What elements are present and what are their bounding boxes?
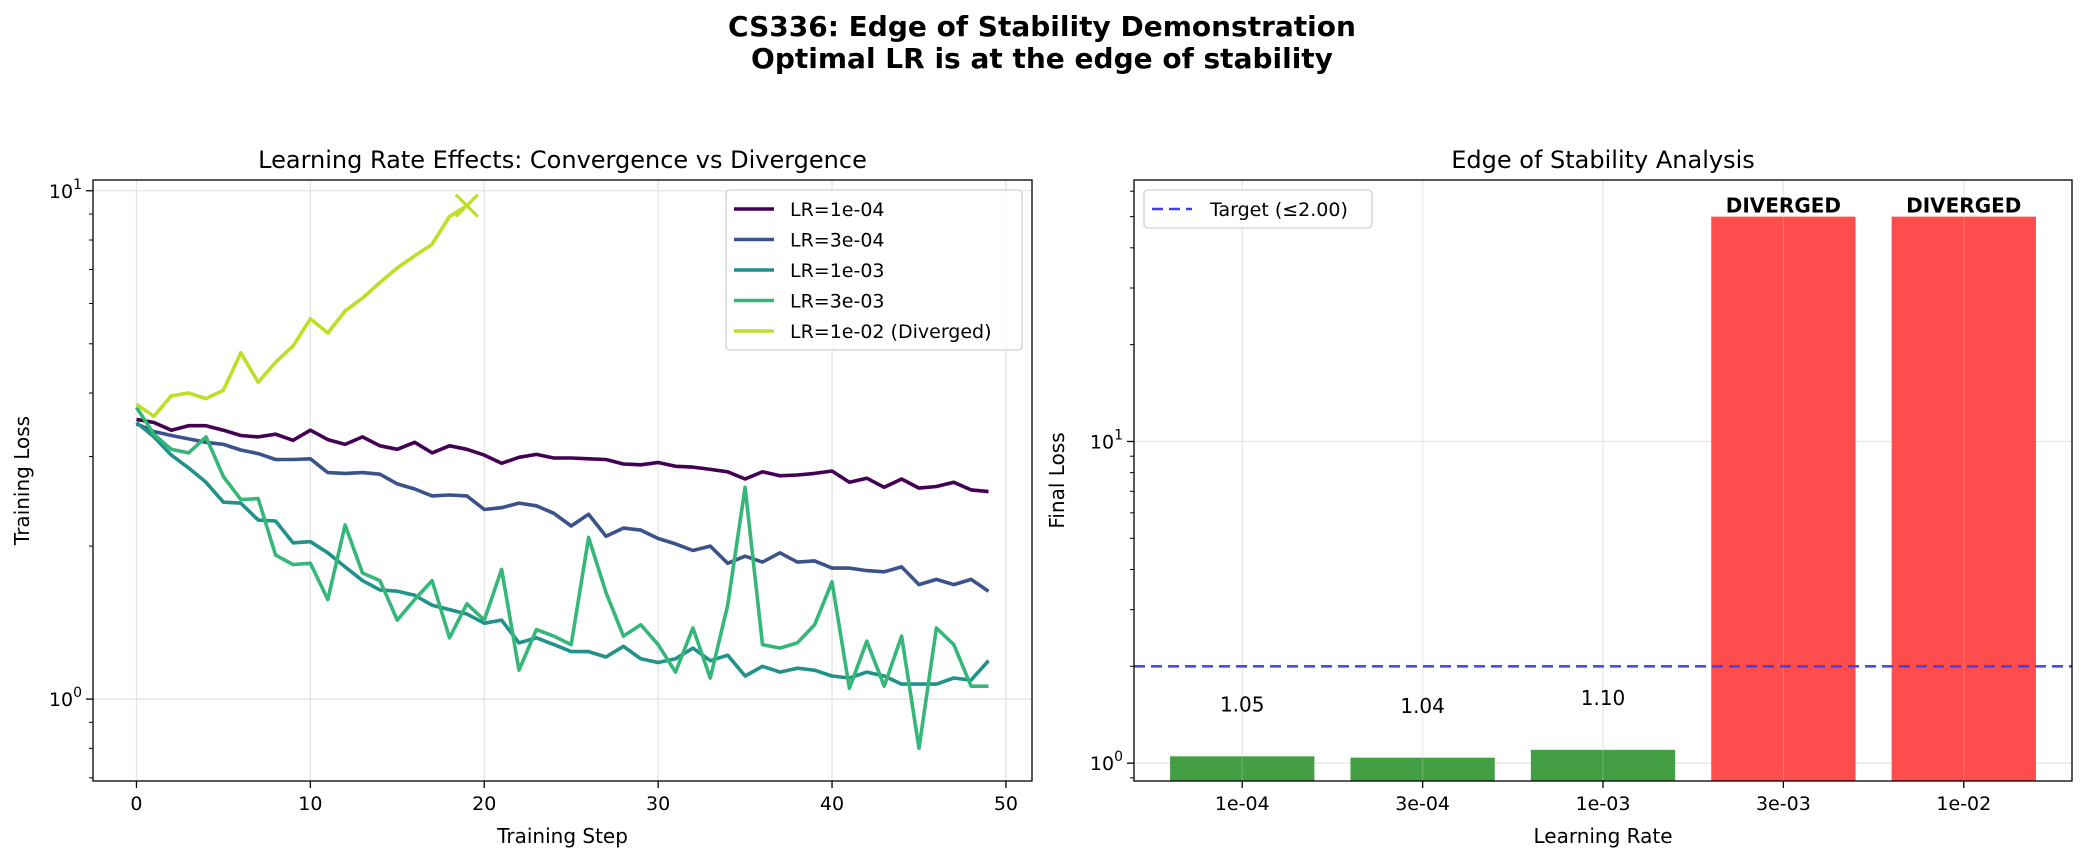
- line-chart-title: Learning Rate Effects: Convergence vs Di…: [258, 146, 867, 174]
- y-tick-label-exponent: 0: [1114, 749, 1123, 765]
- y-tick-label-base: 10: [1090, 753, 1114, 775]
- legend-label-lr-1e-04: LR=1e-04: [790, 199, 885, 221]
- bar-chart-y-axis-label: Final Loss: [1045, 432, 1069, 528]
- series-line-lr-1e-02-diverged: [135, 204, 468, 419]
- y-tick-label: 100: [49, 685, 82, 711]
- y-tick-label-exponent: 1: [1114, 427, 1123, 443]
- x-tick-label: 20: [472, 793, 496, 815]
- x-tick-label: 3e-04: [1395, 793, 1450, 815]
- divergence-marker-group: [454, 193, 479, 218]
- bar-chart-bars: [1170, 216, 2036, 781]
- bar-chart-legend-box: [1143, 189, 1373, 229]
- y-tick-label-base: 10: [1090, 431, 1114, 453]
- x-tick-label: 1e-04: [1215, 793, 1270, 815]
- bar-chart-x-axis-label: Learning Rate: [1533, 824, 1672, 848]
- bar-chart-title: Edge of Stability Analysis: [1451, 146, 1755, 174]
- bar-1e-03: [1530, 749, 1676, 781]
- bar-3e-04: [1350, 757, 1495, 781]
- x-tick-label: 1e-02: [1936, 793, 1991, 815]
- series-line-lr-3e-04: [135, 422, 990, 593]
- bar-value-labels: 1.05 1.04 1.10 DIVERGED DIVERGED: [1220, 194, 2021, 718]
- line-chart-legend: LR=1e-04 LR=3e-04 LR=1e-03 LR=3e-03 LR=1e-02…: [725, 189, 1023, 351]
- bar-1e-04: [1170, 756, 1315, 781]
- x-tick-label: 40: [820, 793, 844, 815]
- legend-label-lr-1e-03: LR=1e-03: [790, 260, 885, 282]
- x-tick-label: 50: [994, 793, 1018, 815]
- series-line-lr-3e-03: [134, 406, 989, 751]
- bar-label-1e-04: 1.05: [1220, 692, 1265, 716]
- y-tick-label-base: 10: [49, 689, 73, 711]
- legend-label-lr-1e-02-diverged: LR=1e-02 (Diverged): [790, 321, 992, 343]
- line-chart-plot-frame: [92, 179, 1033, 782]
- x-tick-label: 1e-03: [1576, 793, 1631, 815]
- bar-1e-02: [1891, 216, 2036, 781]
- figure-title-line2: Optimal LR is at the edge of stability: [751, 42, 1333, 75]
- bar-label-1e-02: DIVERGED: [1906, 194, 2021, 218]
- legend-label-lr-3e-04: LR=3e-04: [790, 230, 885, 252]
- legend-label-target: Target (≤2.00): [1209, 199, 1348, 221]
- bar-label-3e-03: DIVERGED: [1726, 194, 1841, 218]
- line-chart-x-ticks: 0 10 20 30 40 50: [130, 781, 1018, 815]
- bar-label-1e-03: 1.10: [1581, 686, 1626, 710]
- y-tick-label-exponent: 0: [73, 685, 82, 701]
- bar-chart-grid-overlay: [1241, 180, 1965, 781]
- y-tick-label: 101: [49, 177, 82, 203]
- line-chart-series-group: [134, 204, 990, 751]
- bar-chart-legend: Target (≤2.00): [1143, 189, 1373, 229]
- bar-label-3e-04: 1.04: [1400, 694, 1445, 718]
- bar-chart-x-ticks: 1e-04 3e-04 1e-03 3e-03 1e-02: [1215, 781, 1991, 815]
- x-tick-label: 30: [646, 793, 670, 815]
- legend-label-lr-3e-03: LR=3e-03: [790, 291, 885, 313]
- figure-title-line1: CS336: Edge of Stability Demonstration: [728, 10, 1356, 43]
- line-chart-legend-box: [725, 189, 1023, 351]
- bar-3e-03: [1711, 216, 1856, 781]
- x-tick-label: 0: [130, 793, 142, 815]
- y-tick-label: 100: [1090, 749, 1123, 775]
- line-chart-grid: [93, 180, 1032, 781]
- line-chart-x-axis-label: Training Step: [496, 824, 628, 848]
- line-chart-y-axis-label: Training Loss: [10, 416, 34, 546]
- series-line-lr-1e-04: [136, 417, 989, 494]
- x-tick-label: 10: [298, 793, 322, 815]
- y-tick-label-exponent: 1: [73, 177, 82, 193]
- x-tick-label: 3e-03: [1756, 793, 1811, 815]
- divergence-x-marker-stroke: [454, 193, 479, 218]
- y-tick-label-base: 10: [49, 181, 73, 203]
- y-tick-label: 101: [1090, 427, 1123, 453]
